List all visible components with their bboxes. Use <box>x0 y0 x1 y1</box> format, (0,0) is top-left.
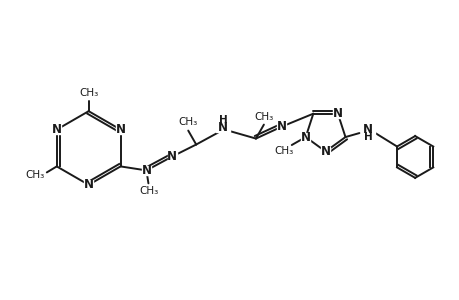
Text: N: N <box>52 123 62 136</box>
Text: H: H <box>363 132 372 142</box>
Text: N: N <box>332 107 342 120</box>
Bar <box>333 109 341 118</box>
Text: H: H <box>218 115 227 124</box>
Bar <box>84 180 93 189</box>
Bar <box>142 166 151 175</box>
Bar <box>168 152 176 161</box>
Text: N: N <box>320 145 330 158</box>
Text: CH₃: CH₃ <box>178 117 197 127</box>
Bar <box>320 147 330 156</box>
Bar <box>216 116 230 132</box>
Bar <box>52 125 61 134</box>
Text: N: N <box>276 120 286 133</box>
Text: CH₃: CH₃ <box>254 112 273 122</box>
Text: N: N <box>300 130 310 143</box>
Text: CH₃: CH₃ <box>274 146 293 156</box>
Text: N: N <box>84 178 94 191</box>
Text: N: N <box>167 150 177 163</box>
Text: N: N <box>115 123 125 136</box>
Text: CH₃: CH₃ <box>140 186 159 196</box>
Bar <box>361 127 375 139</box>
Text: N: N <box>218 121 228 134</box>
Text: N: N <box>363 123 373 136</box>
Text: N: N <box>141 164 151 177</box>
Text: CH₃: CH₃ <box>79 88 98 98</box>
Text: CH₃: CH₃ <box>25 170 45 180</box>
Bar <box>277 122 285 131</box>
Bar <box>116 125 125 134</box>
Bar <box>301 133 309 142</box>
